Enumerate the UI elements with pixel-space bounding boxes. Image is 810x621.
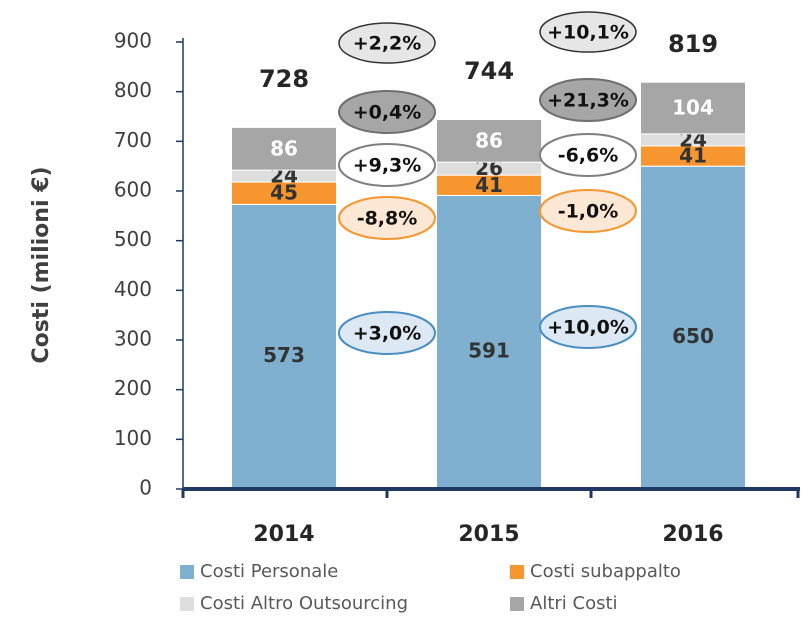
legend-swatch (180, 565, 194, 579)
change-bubble (338, 90, 436, 134)
legend-label: Altri Costi (530, 593, 618, 614)
change-bubble (539, 305, 637, 349)
total-label: 819 (668, 30, 718, 58)
value-label: 86 (270, 136, 298, 160)
bar-segment (231, 126, 337, 171)
y-tick-label: 400 (114, 277, 152, 301)
x-tick-label: 2015 (458, 522, 519, 547)
legend-swatch (510, 597, 524, 611)
total-label: 744 (464, 57, 514, 85)
change-bubble (338, 196, 436, 240)
y-tick-label: 300 (114, 327, 152, 351)
change-label: +21,3% (547, 90, 629, 112)
legend-label: Costi Personale (200, 561, 338, 582)
change-label: -8,8% (357, 208, 418, 230)
value-label: 591 (468, 339, 510, 363)
value-label: 41 (679, 143, 707, 167)
y-tick-label: 100 (114, 426, 152, 450)
total-label: 728 (259, 65, 309, 93)
bar-segment (436, 194, 542, 490)
value-label: 86 (475, 128, 503, 152)
y-tick-label: 700 (114, 128, 152, 152)
change-label: +9,3% (353, 155, 422, 177)
legend-label: Costi Altro Outsourcing (200, 593, 408, 614)
legend-swatch (510, 565, 524, 579)
total-change-bubble (539, 11, 637, 53)
change-label: +3,0% (353, 323, 422, 345)
legend-label: Costi subappalto (530, 561, 681, 582)
value-label: 45 (270, 181, 298, 205)
change-label: +0,4% (353, 102, 422, 124)
y-tick-label: 200 (114, 376, 152, 400)
total-change-label: +2,2% (353, 33, 422, 55)
change-bubble (539, 133, 637, 177)
value-label: 650 (672, 324, 714, 348)
bar-segment (436, 118, 542, 163)
y-tick-label: 800 (114, 78, 152, 102)
y-tick-label: 600 (114, 178, 152, 202)
bar-segment (640, 81, 746, 135)
change-label: -6,6% (558, 145, 619, 167)
change-bubble (539, 78, 637, 122)
change-bubble (338, 311, 436, 355)
bar-segment (640, 165, 746, 490)
y-tick-label: 0 (139, 476, 152, 500)
total-change-bubble (338, 22, 436, 64)
x-tick-label: 2016 (662, 522, 723, 547)
x-tick-label: 2014 (253, 522, 314, 547)
y-axis-label: Costi (milioni €) (29, 166, 54, 363)
legend-swatch (180, 597, 194, 611)
change-label: -1,0% (558, 201, 619, 223)
change-bubble (539, 189, 637, 233)
value-label: 573 (263, 343, 305, 367)
change-label: +10,0% (547, 317, 629, 339)
value-label: 104 (672, 96, 714, 120)
y-tick-label: 500 (114, 227, 152, 251)
bar-segment (231, 203, 337, 490)
value-label: 41 (475, 173, 503, 197)
total-change-label: +10,1% (547, 22, 629, 44)
y-tick-label: 900 (114, 29, 152, 53)
change-bubble (338, 143, 436, 187)
